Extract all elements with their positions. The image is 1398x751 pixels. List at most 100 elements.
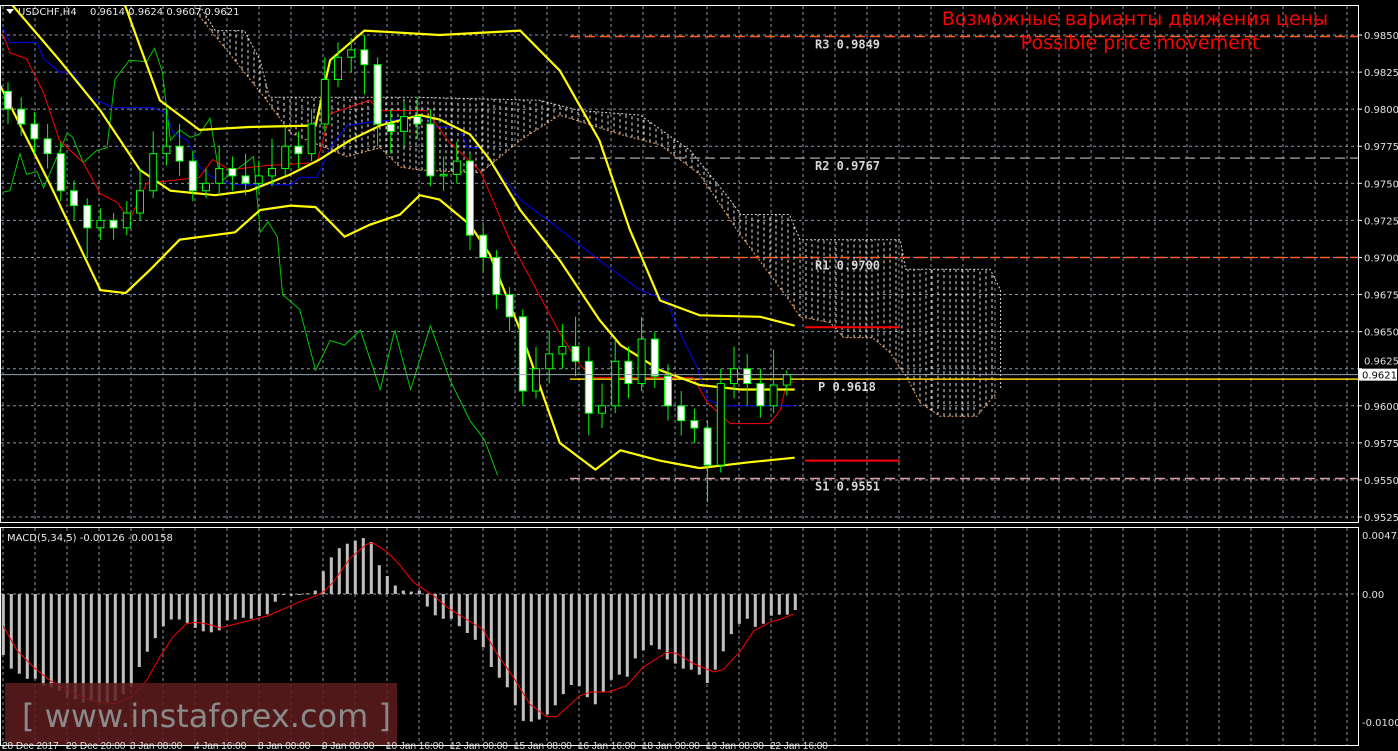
candle: [637, 316, 646, 391]
time-label: 3 Jan 08:00: [130, 741, 183, 751]
candle: [716, 368, 725, 473]
candle-body: [373, 64, 382, 125]
macd-histogram-bar: [241, 594, 245, 618]
candle: [545, 331, 554, 384]
current-price-box: [1359, 368, 1397, 381]
macd-tick-label: 0.00: [1362, 590, 1384, 601]
price-tick-label: 0.9600: [1364, 402, 1398, 413]
pivot-label-r1: R1 0.9700: [815, 258, 880, 272]
candle-body: [703, 427, 712, 466]
candle: [17, 97, 26, 136]
candle: [611, 339, 620, 414]
candle-body: [96, 219, 105, 229]
pivot-label-p: P 0.9618: [818, 380, 876, 394]
macd-histogram-bar: [385, 575, 389, 594]
macd-histogram-bar: [697, 594, 701, 675]
pivot-label-r3: R3 0.9849: [815, 37, 880, 51]
macd-histogram-bar: [161, 594, 165, 627]
annotation-english: Possible price movement: [1021, 32, 1260, 54]
candle: [56, 141, 65, 202]
macd-histogram-bar: [137, 594, 141, 667]
candle: [505, 287, 514, 332]
candle-body: [624, 360, 633, 385]
macd-histogram-bar: [737, 594, 741, 624]
candle-body: [584, 360, 593, 414]
macd-histogram-bar: [785, 594, 789, 615]
candle-body: [202, 182, 210, 192]
macd-panel-frame: [0, 527, 1359, 746]
candle-body: [664, 375, 672, 407]
candle: [228, 156, 237, 191]
macd-histogram-bar: [489, 594, 493, 667]
candle-body: [17, 108, 26, 125]
price-tick-label: 0.9775: [1364, 142, 1398, 153]
pivot-label-r2: R2 0.9767: [815, 159, 880, 173]
candle: [413, 97, 422, 139]
macd-histogram-bar: [713, 594, 717, 670]
candle: [584, 346, 593, 436]
price-tick-label: 0.9575: [1364, 439, 1398, 450]
macd-histogram-bar: [353, 540, 357, 594]
macd-histogram-bar: [417, 590, 421, 594]
macd-histogram-bar: [209, 594, 213, 633]
candle-body: [769, 384, 778, 407]
macd-histogram-bar: [33, 594, 37, 679]
candle-body: [320, 78, 329, 125]
macd-histogram-bar: [313, 590, 317, 594]
candle: [162, 109, 171, 166]
candle: [426, 109, 435, 187]
macd-histogram-bar: [89, 594, 93, 701]
candle: [320, 57, 329, 132]
candle-body: [479, 234, 488, 258]
macd-histogram-bar: [281, 594, 285, 596]
time-label: 4 Jan 16:00: [194, 741, 247, 751]
price-tick-label: 0.9550: [1364, 476, 1398, 487]
dropdown-triangle-icon[interactable]: [6, 9, 14, 14]
candle: [149, 131, 158, 199]
candle-body: [281, 145, 290, 169]
ohlc-readout: 0.9614 0.9624 0.9607 0.9621: [90, 7, 240, 18]
macd-histogram-bar: [761, 594, 765, 624]
time-label: 29 Dec 20:00: [66, 741, 126, 751]
candle-body: [756, 383, 765, 407]
candle: [294, 131, 303, 169]
macd-histogram-bar: [65, 594, 69, 698]
macd-histogram-bar: [657, 594, 661, 650]
candle: [518, 309, 527, 406]
macd-histogram-bar: [337, 548, 341, 594]
macd-histogram-bar: [481, 594, 485, 648]
macd-panel[interactable]: [1, 538, 797, 722]
candle-body: [175, 145, 184, 162]
macd-histogram-bar: [57, 594, 61, 691]
candle-body: [505, 294, 514, 318]
time-label: 8 Jan 00:00: [258, 741, 311, 751]
macd-histogram-bar: [705, 594, 709, 683]
macd-histogram-bar: [369, 542, 373, 594]
macd-histogram-bar: [401, 590, 405, 594]
macd-histogram-bar: [49, 594, 53, 688]
macd-histogram-bar: [433, 594, 437, 616]
macd-histogram-bar: [177, 594, 181, 620]
candle: [202, 168, 210, 199]
candle: [307, 109, 316, 162]
macd-histogram-bar: [377, 565, 381, 594]
macd-histogram-bar: [329, 557, 333, 594]
candle: [466, 153, 474, 251]
macd-histogram-bar: [305, 593, 309, 595]
macd-histogram-bar: [777, 594, 781, 615]
time-label: 9 Jan 08:00: [322, 741, 375, 751]
senkou-span-b-line: [199, 6, 1002, 390]
macd-histogram-bar: [441, 594, 445, 619]
macd-histogram-bar: [81, 594, 85, 703]
macd-histogram-bar: [753, 594, 757, 627]
watermark-background: [5, 683, 397, 745]
macd-histogram-bar: [129, 594, 133, 688]
price-panel[interactable]: R3 0.9849 R2 0.9767 R1 0.9700 P 0.9618 S1 0.…: [0, 0, 1358, 503]
candle-body: [268, 167, 276, 177]
candle: [268, 138, 276, 187]
macd-histogram-bar: [553, 594, 557, 706]
candle: [624, 346, 633, 399]
macd-histogram-bar: [617, 594, 621, 675]
time-label: 15 Jan 08:00: [514, 741, 572, 751]
grid: [1, 6, 1358, 745]
